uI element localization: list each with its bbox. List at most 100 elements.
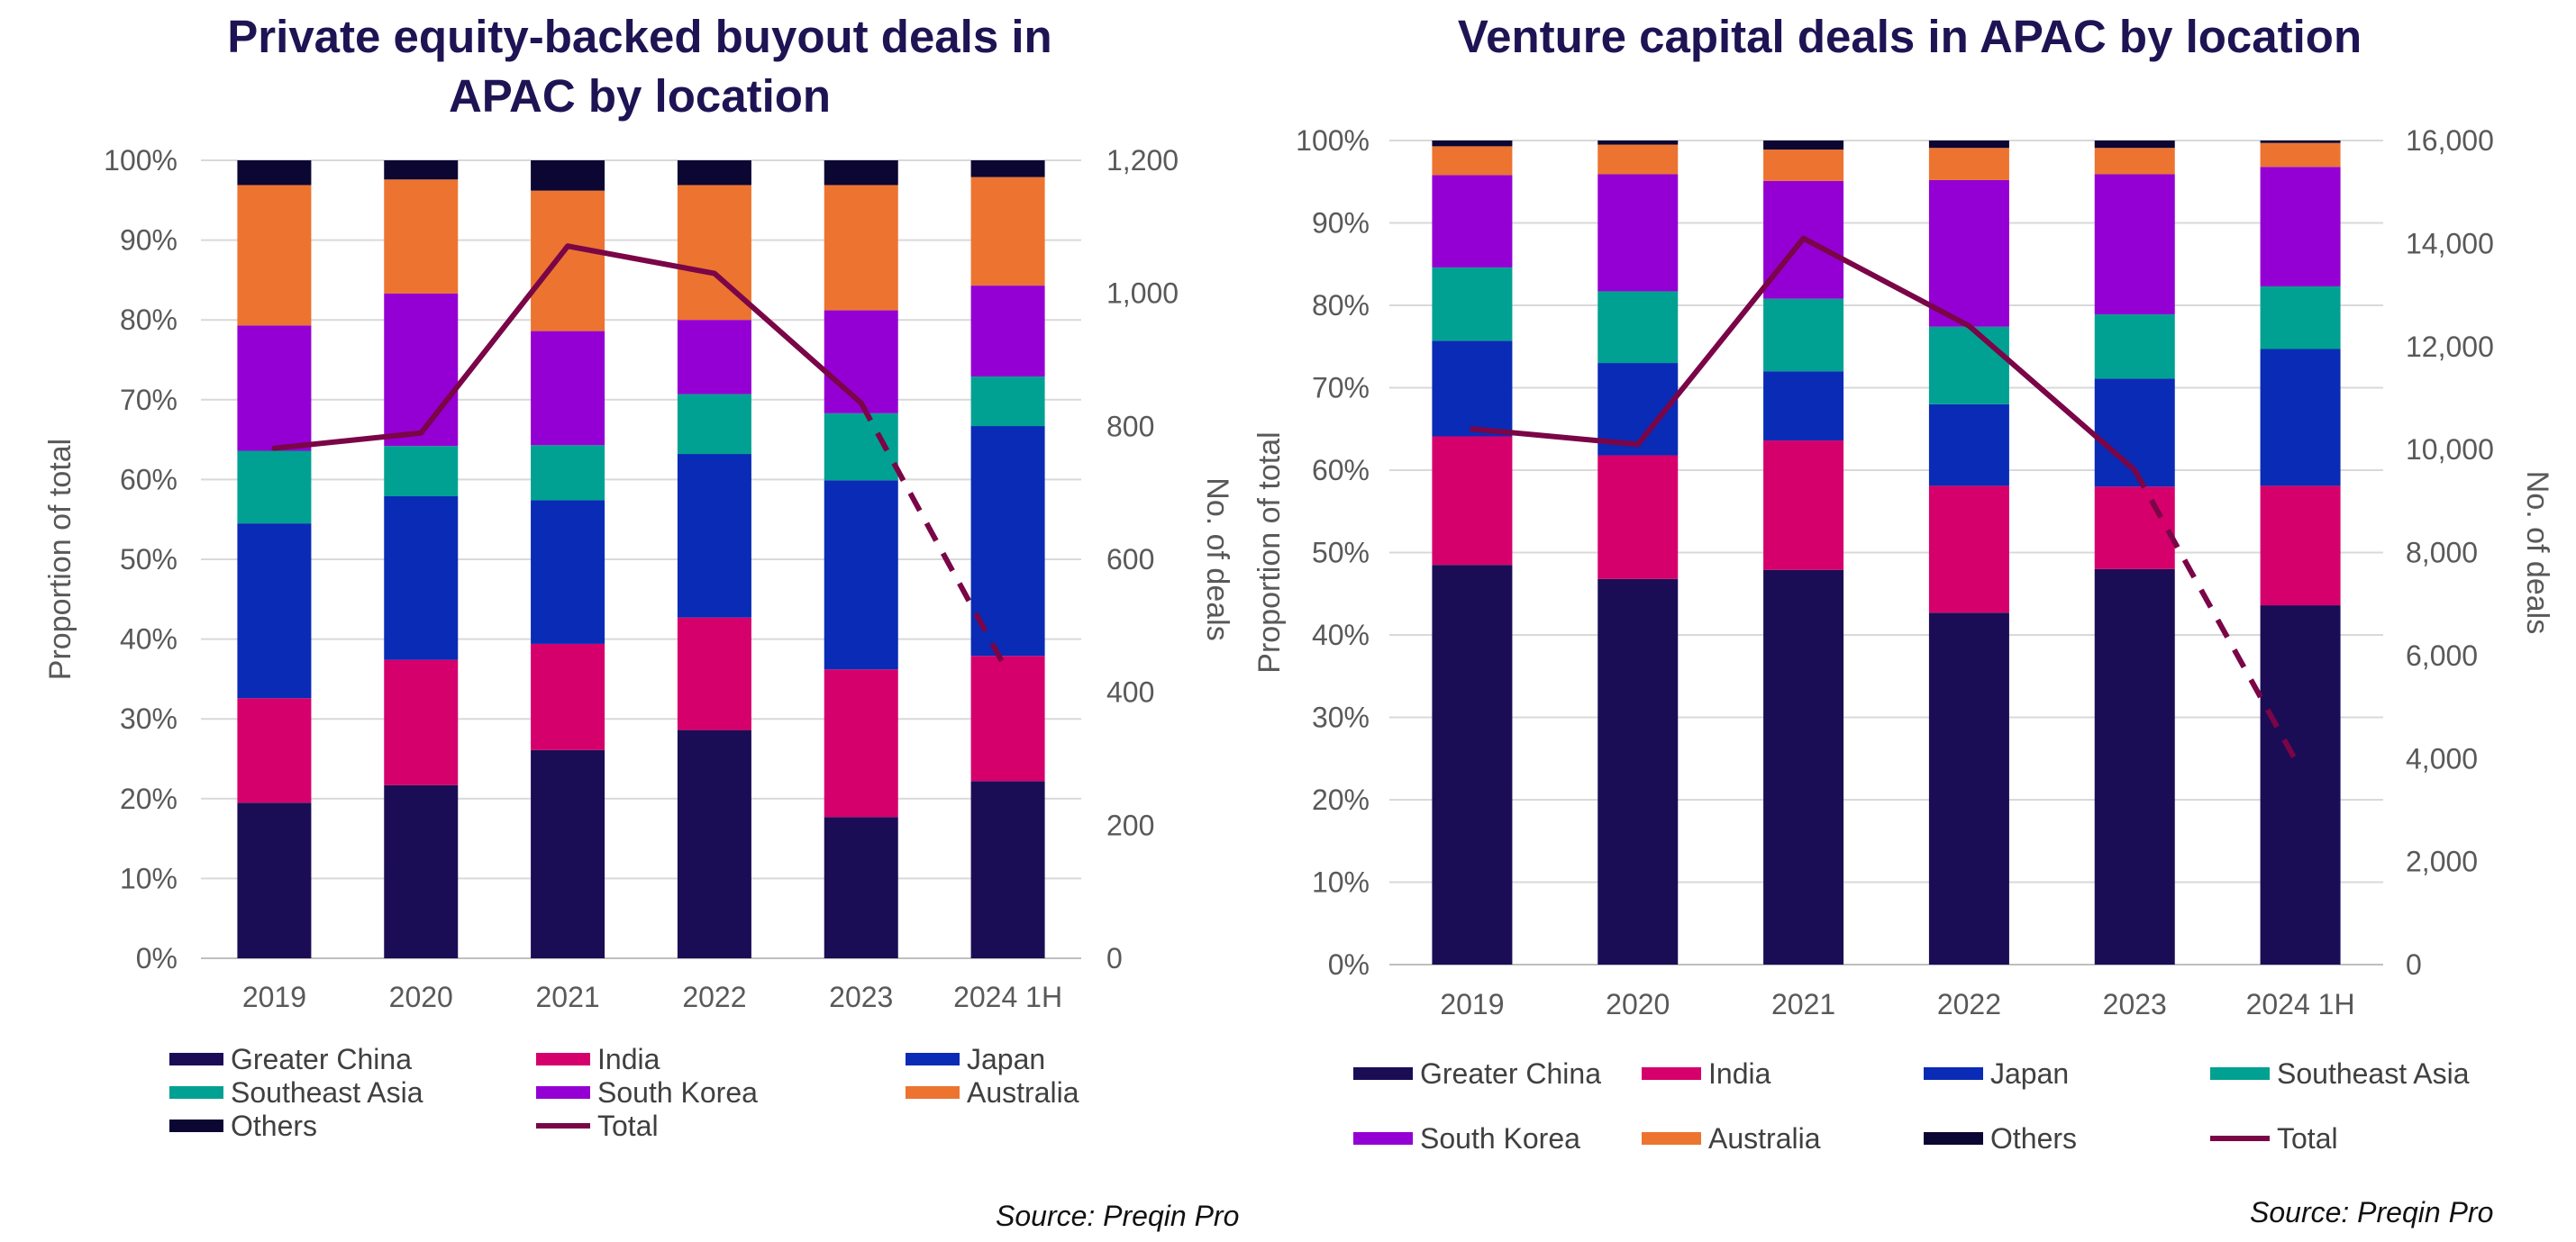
bar-segment bbox=[384, 293, 459, 447]
bar-segment bbox=[1432, 146, 1513, 176]
bar-segment bbox=[1763, 298, 1844, 372]
y2-tick-label: 600 bbox=[1106, 543, 1154, 576]
bar-segment bbox=[384, 659, 459, 785]
source-note: Source: Preqin Pro bbox=[2250, 1196, 2494, 1228]
bar-segment bbox=[237, 523, 312, 699]
y2-tick-label: 16,000 bbox=[2406, 124, 2494, 157]
bar-segment bbox=[531, 643, 605, 750]
bar-segment bbox=[970, 426, 1045, 657]
y-tick-label: 70% bbox=[120, 384, 177, 416]
bar-segment bbox=[677, 617, 751, 730]
total-line-dashed bbox=[2132, 468, 2303, 771]
bar-segment bbox=[1928, 485, 2009, 613]
bar-segment bbox=[1432, 141, 1513, 147]
legend-label: Southeast Asia bbox=[231, 1076, 423, 1109]
bar-segment bbox=[1928, 148, 2009, 180]
bar-segment bbox=[1597, 141, 1679, 145]
y2-tick-label: 6,000 bbox=[2406, 639, 2478, 672]
bar-segment bbox=[531, 749, 605, 958]
buyout-chart-svg: 0% 10% 20% 30% 40% 50% 60% 70% 80% 90% 100% 0 200 400… bbox=[43, 144, 1234, 1142]
y2-tick-label: 4,000 bbox=[2406, 742, 2478, 775]
legend-swatch bbox=[169, 1086, 223, 1099]
legend-label: Others bbox=[1990, 1122, 2077, 1155]
x-tick-label: 2024 1H bbox=[2246, 988, 2355, 1020]
bar-segment bbox=[237, 185, 312, 326]
y-axis-title: Proportion of total bbox=[43, 439, 77, 680]
bar-segment bbox=[237, 450, 312, 524]
y2-tick-label: 2,000 bbox=[2406, 846, 2478, 878]
bar-segment bbox=[824, 185, 898, 311]
y-tick-label: 30% bbox=[1312, 702, 1370, 734]
bar-segment bbox=[677, 730, 751, 958]
legend-label: Southeast Asia bbox=[2277, 1057, 2470, 1090]
legend-label: Australia bbox=[967, 1076, 1079, 1109]
bar-segment bbox=[384, 179, 459, 294]
bar-segment bbox=[824, 310, 898, 413]
legend-label: Total bbox=[597, 1110, 659, 1142]
y2-tick-label: 1,200 bbox=[1106, 144, 1179, 177]
y-tick-label: 60% bbox=[120, 463, 177, 495]
bar-segment bbox=[1432, 175, 1513, 267]
legend-label: India bbox=[1708, 1057, 1771, 1090]
legend-swatch bbox=[906, 1053, 960, 1065]
total-line-dashed bbox=[859, 402, 1011, 674]
bar-segment bbox=[1432, 340, 1513, 437]
y-tick-label: 40% bbox=[1312, 619, 1370, 651]
legend-swatch bbox=[1353, 1067, 1413, 1080]
bar-segment bbox=[970, 656, 1045, 782]
x-tick-label: 2019 bbox=[242, 981, 306, 1013]
vc-chart-panel: Venture capital deals in APAC by locatio… bbox=[1243, 0, 2576, 1242]
y2-tick-label: 10,000 bbox=[2406, 433, 2494, 466]
y2-tick-label: 14,000 bbox=[2406, 227, 2494, 259]
bar-segment bbox=[677, 454, 751, 618]
bar-segment bbox=[677, 160, 751, 186]
x-tick-label: 2019 bbox=[1440, 988, 1504, 1020]
chart-title-line-1: Private equity-backed buyout deals in bbox=[227, 11, 1052, 62]
bar-segment bbox=[384, 496, 459, 660]
legend-swatch bbox=[536, 1053, 590, 1065]
y2-tick-label: 8,000 bbox=[2406, 537, 2478, 569]
bar-segment bbox=[531, 160, 605, 191]
legend-swatch bbox=[906, 1086, 960, 1099]
y2-tick-label: 0 bbox=[1106, 942, 1123, 975]
source-note: Source: Preqin Pro bbox=[996, 1200, 1240, 1232]
legend-swatch bbox=[536, 1086, 590, 1099]
bar-segment bbox=[824, 480, 898, 670]
bar-segment bbox=[1597, 578, 1679, 965]
bar-segment bbox=[1597, 291, 1679, 364]
y2-tick-label: 12,000 bbox=[2406, 331, 2494, 363]
bar-segment bbox=[2094, 314, 2175, 379]
legend-swatch bbox=[1353, 1132, 1413, 1145]
bar-segment bbox=[1432, 565, 1513, 965]
bar-segment bbox=[1432, 436, 1513, 566]
legend-swatch bbox=[169, 1120, 223, 1132]
bar-segment bbox=[1763, 141, 1844, 150]
legend-label: Total bbox=[2277, 1122, 2338, 1155]
legend-label: India bbox=[597, 1043, 660, 1075]
bar-segment bbox=[1928, 179, 2009, 327]
bar-segment bbox=[1432, 267, 1513, 341]
bar-segment bbox=[2260, 141, 2341, 143]
bar-segment bbox=[2260, 167, 2341, 286]
total-line-solid bbox=[271, 243, 864, 451]
bar-segment bbox=[1597, 455, 1679, 579]
bar-segment bbox=[1928, 403, 2009, 486]
bar-segment bbox=[2094, 174, 2175, 315]
y-tick-label: 10% bbox=[1312, 866, 1370, 899]
bar-segment bbox=[2260, 605, 2341, 965]
x-tick-label: 2021 bbox=[535, 981, 599, 1013]
legend-label: Greater China bbox=[1420, 1057, 1601, 1090]
bar-segment bbox=[1597, 174, 1679, 292]
chart-title: Venture capital deals in APAC by locatio… bbox=[1243, 7, 2576, 67]
y-tick-label: 40% bbox=[120, 623, 177, 656]
legend-swatch bbox=[2210, 1067, 2270, 1080]
chart-title-line-1: Venture capital deals in APAC by locatio… bbox=[1457, 11, 2362, 62]
y2-tick-label: 200 bbox=[1106, 809, 1154, 841]
legend-label: Australia bbox=[1708, 1122, 1821, 1155]
bar-segment bbox=[384, 784, 459, 958]
total-line-solid bbox=[1469, 235, 2138, 473]
bar-segment bbox=[2260, 142, 2341, 168]
bar-segment bbox=[677, 394, 751, 455]
bar-segment bbox=[237, 698, 312, 803]
y-tick-label: 10% bbox=[120, 862, 177, 894]
